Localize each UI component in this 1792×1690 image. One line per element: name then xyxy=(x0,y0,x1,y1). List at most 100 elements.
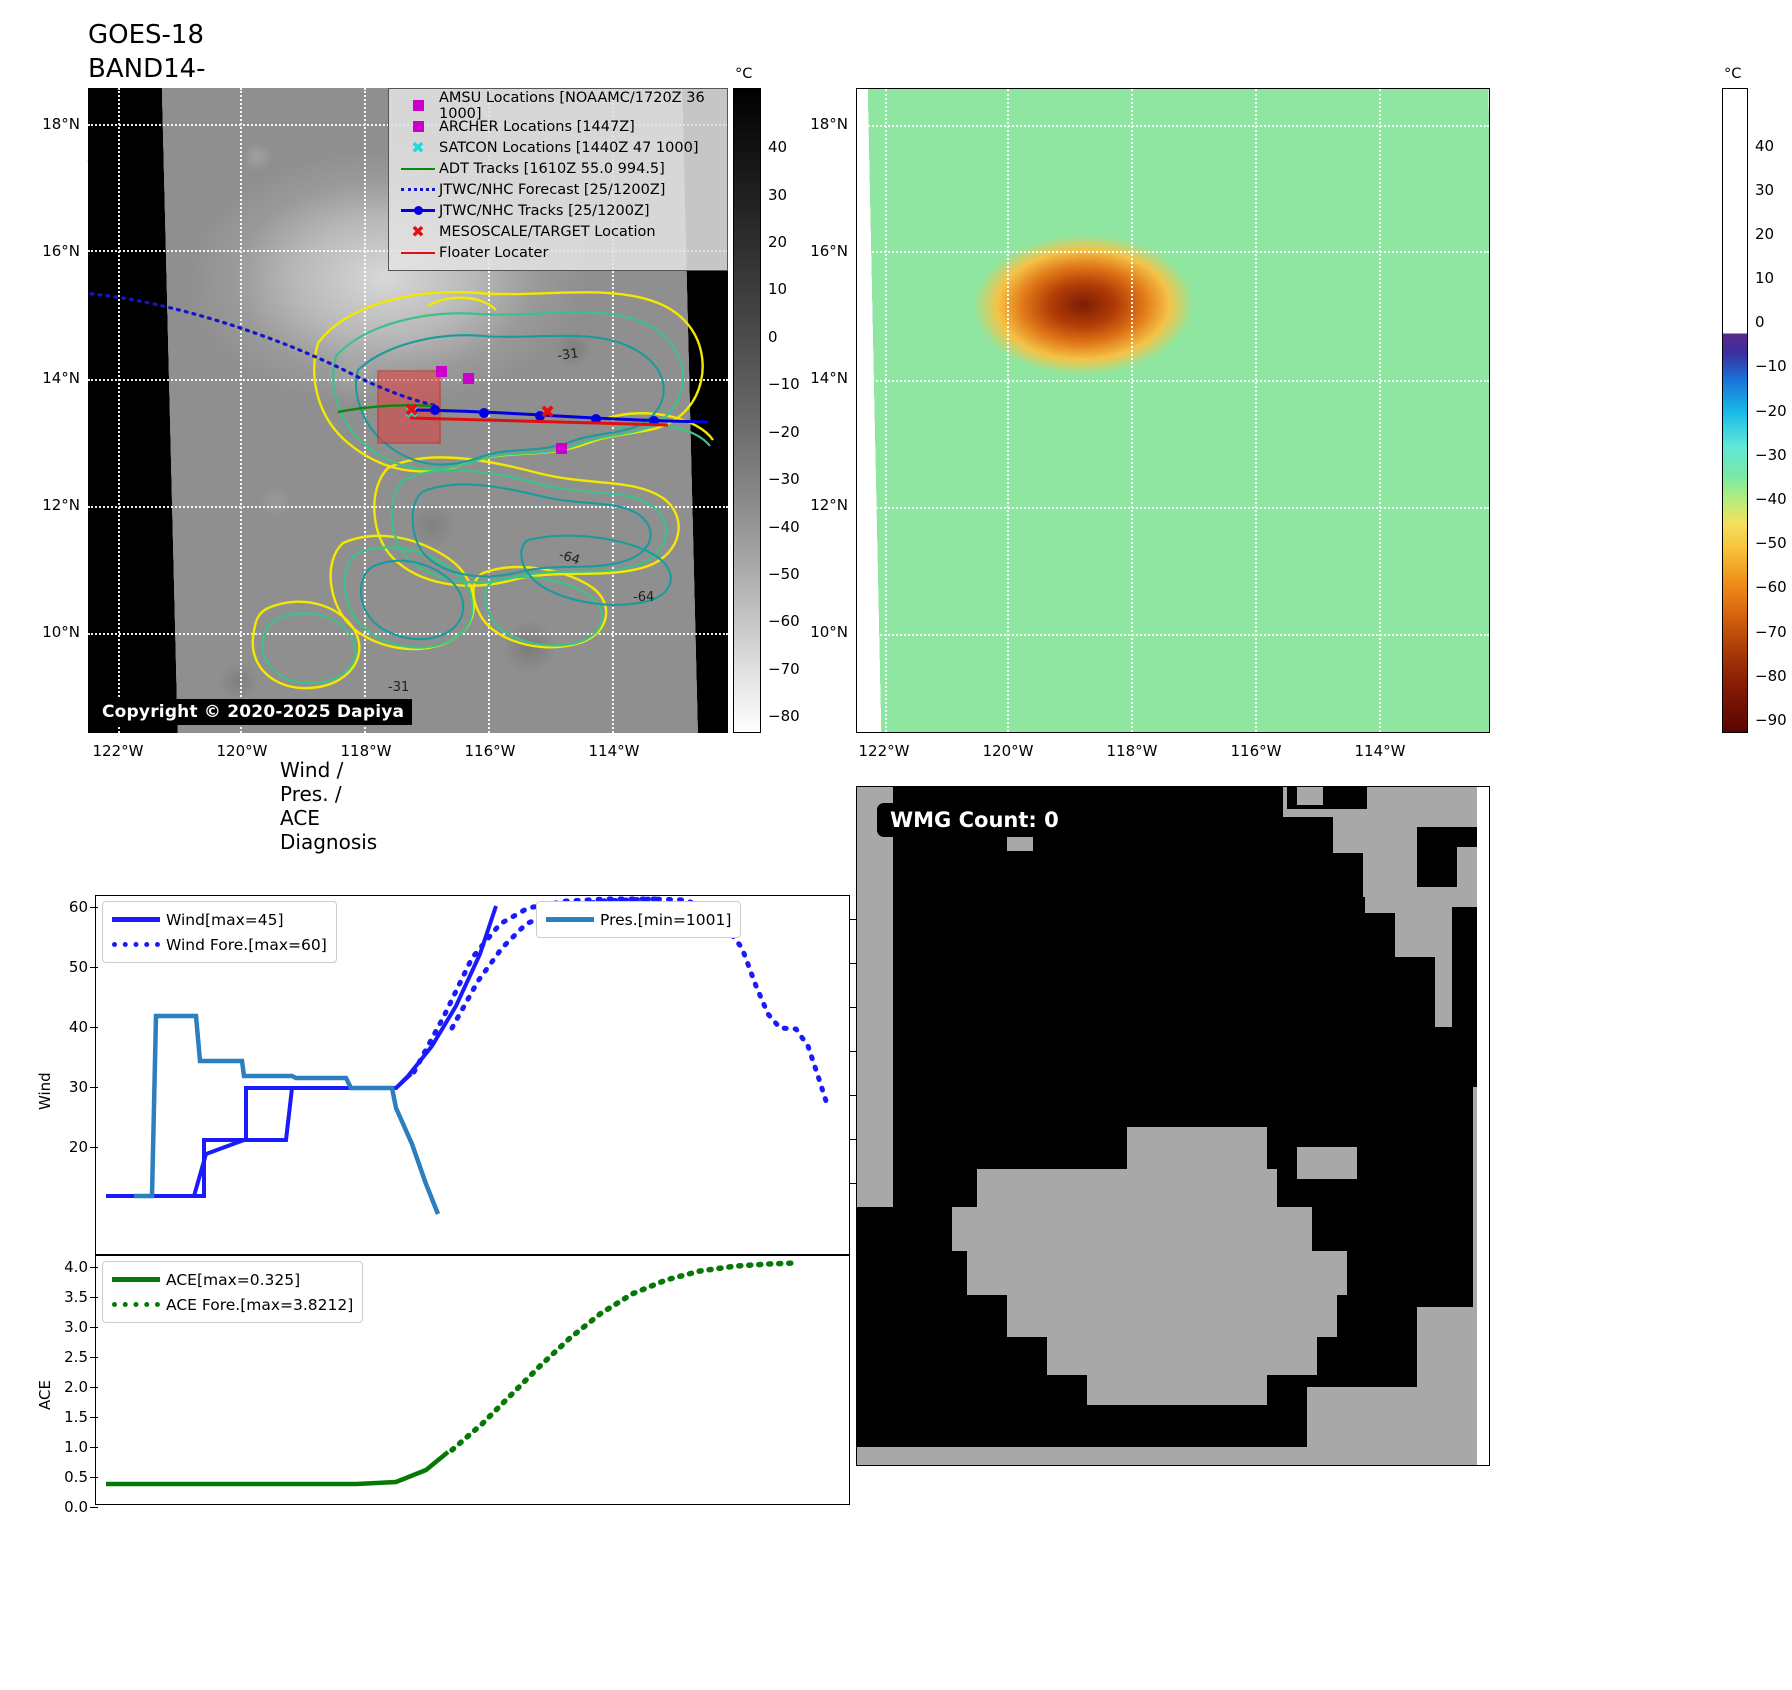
wmg-mask-map[interactable]: WMG Count: 0 xyxy=(856,786,1490,1466)
svg-text:✖: ✖ xyxy=(404,400,419,421)
square-marker-icon xyxy=(397,121,439,132)
ace-plot xyxy=(106,1260,799,1487)
square-marker-icon xyxy=(397,100,439,111)
wind-pressure-plot xyxy=(106,896,829,1215)
axis-tick-mark xyxy=(90,1507,98,1508)
legend-item: AMSU Locations [NOAAMC/1720Z 36 1000] xyxy=(397,90,719,122)
chart-legend-item: ACE Fore.[max=3.8212] xyxy=(112,1292,353,1317)
lat-tick: 12°N xyxy=(810,496,848,514)
colorbar-tick: 40 xyxy=(1755,136,1775,155)
lon-tick: 114°W xyxy=(588,742,640,760)
legend-line-icon xyxy=(112,917,166,922)
ace-y-tick: 0.0 xyxy=(64,1498,88,1516)
line-with-marker-icon xyxy=(397,206,439,215)
ace-chart[interactable]: ACE[max=0.325] ACE Fore.[max=3.8212] xyxy=(95,1255,850,1505)
ace-axis-label: ACE xyxy=(36,1380,54,1410)
colorbar-tick: 20 xyxy=(768,233,788,252)
wind-y-tick: 60 xyxy=(68,898,88,916)
lon-tick: 116°W xyxy=(1230,742,1282,760)
lat-tick: 18°N xyxy=(42,115,80,133)
band14-colorbar xyxy=(733,88,761,733)
wind-y-tick: 50 xyxy=(68,958,88,976)
legend-item-label: ADT Tracks [1610Z 55.0 994.5] xyxy=(439,160,665,177)
colorbar-tick: 0 xyxy=(1755,313,1765,332)
lat-tick: 14°N xyxy=(810,369,848,387)
chart-legend-label: ACE[max=0.325] xyxy=(166,1270,301,1289)
band14-colorbar-unit: °C xyxy=(735,66,753,82)
colorbar-tick: −10 xyxy=(768,375,800,394)
ace-y-tick: 4.0 xyxy=(64,1258,88,1276)
chart-legend-item: Wind[max=45] xyxy=(112,907,327,932)
colorbar-tick: −30 xyxy=(768,470,800,489)
axis-tick-mark xyxy=(850,1183,858,1184)
colorbar-tick: −20 xyxy=(768,422,800,441)
ace-y-tick: 2.0 xyxy=(64,1378,88,1396)
solid-line-icon xyxy=(397,167,439,170)
map-legend: AMSU Locations [NOAAMC/1720Z 36 1000] ARC… xyxy=(388,88,728,271)
legend-item: Floater Locater xyxy=(397,242,719,263)
axis-tick-mark xyxy=(90,1327,98,1328)
lon-tick: 114°W xyxy=(1354,742,1406,760)
chart-subtitle: Wind / Pres. / ACE Diagnosis xyxy=(280,758,378,854)
ace-y-tick: 3.0 xyxy=(64,1318,88,1336)
wind-pressure-chart[interactable]: Wind[max=45] Wind Fore.[max=60] Pres.[min… xyxy=(95,895,850,1255)
chart-legend-item: Pres.[min=1001] xyxy=(546,907,731,932)
awv-colorbar-unit: °C xyxy=(1724,66,1742,82)
axis-tick-mark xyxy=(90,1267,98,1268)
legend-item: JTWC/NHC Forecast [25/1200Z] xyxy=(397,179,719,200)
svg-text:-64: -64 xyxy=(633,590,654,605)
wmg-right-strip xyxy=(1477,787,1489,1465)
wind-y-tick: 40 xyxy=(68,1018,88,1036)
lon-tick: 120°W xyxy=(982,742,1034,760)
svg-text:✖: ✖ xyxy=(404,402,419,423)
wind-chart-legend: Wind[max=45] Wind Fore.[max=60] xyxy=(102,901,337,963)
legend-line-icon xyxy=(112,942,166,947)
axis-tick-mark xyxy=(90,1447,98,1448)
axis-tick-mark xyxy=(90,1147,98,1148)
colorbar-tick: −70 xyxy=(768,659,800,678)
satellite-map-band14[interactable]: -31 -31 -64 -64 ✖ ✖ xyxy=(88,88,728,733)
chart-legend-label: Wind Fore.[max=60] xyxy=(166,935,327,954)
ace-chart-legend: ACE[max=0.325] ACE Fore.[max=3.8212] xyxy=(102,1261,364,1323)
chart-legend-label: ACE Fore.[max=3.8212] xyxy=(166,1295,354,1314)
awv-colorbar xyxy=(1722,88,1748,733)
legend-item-label: SATCON Locations [1440Z 47 1000] xyxy=(439,139,699,156)
ace-y-tick: 3.5 xyxy=(64,1288,88,1306)
chart-legend-item: ACE[max=0.325] xyxy=(112,1267,353,1292)
lon-tick: 116°W xyxy=(464,742,516,760)
svg-text:-31: -31 xyxy=(388,680,409,695)
legend-item-label: ARCHER Locations [1447Z] xyxy=(439,118,635,135)
legend-item-label: Floater Locater xyxy=(439,244,549,261)
colorbar-tick: −90 xyxy=(1755,710,1787,729)
colorbar-tick: −40 xyxy=(768,517,800,536)
lon-tick: 122°W xyxy=(858,742,910,760)
colorbar-tick: 30 xyxy=(768,185,788,204)
colorbar-tick: 10 xyxy=(768,280,788,299)
ace-y-tick: 2.5 xyxy=(64,1348,88,1366)
ace-y-tick: 1.0 xyxy=(64,1438,88,1456)
lat-tick: 10°N xyxy=(42,623,80,641)
axis-tick-mark xyxy=(90,1027,98,1028)
legend-line-icon xyxy=(546,917,600,922)
axis-tick-mark xyxy=(90,1477,98,1478)
axis-tick-mark xyxy=(850,1139,858,1140)
wind-axis-label: Wind xyxy=(36,1072,54,1110)
legend-item-label: MESOSCALE/TARGET Location xyxy=(439,223,656,240)
chart-legend-item: Wind Fore.[max=60] xyxy=(112,932,327,957)
colorbar-tick: −30 xyxy=(1755,445,1787,464)
axis-tick-mark xyxy=(90,1357,98,1358)
wind-y-tick: 30 xyxy=(68,1078,88,1096)
satellite-map-awv[interactable] xyxy=(856,88,1490,733)
copyright-notice: Copyright © 2020-2025 Dapiya xyxy=(94,699,413,725)
axis-tick-mark xyxy=(90,1087,98,1088)
svg-text:✖: ✖ xyxy=(540,402,555,423)
colorbar-tick: −50 xyxy=(1755,534,1787,553)
lat-tick: 16°N xyxy=(42,242,80,260)
ace-y-tick: 1.5 xyxy=(64,1408,88,1426)
legend-item: ADT Tracks [1610Z 55.0 994.5] xyxy=(397,158,719,179)
lon-tick: 122°W xyxy=(92,742,144,760)
axis-tick-mark xyxy=(90,907,98,908)
colorbar-tick: −20 xyxy=(1755,401,1787,420)
axis-tick-mark xyxy=(90,1387,98,1388)
legend-item-label: JTWC/NHC Forecast [25/1200Z] xyxy=(439,181,666,198)
